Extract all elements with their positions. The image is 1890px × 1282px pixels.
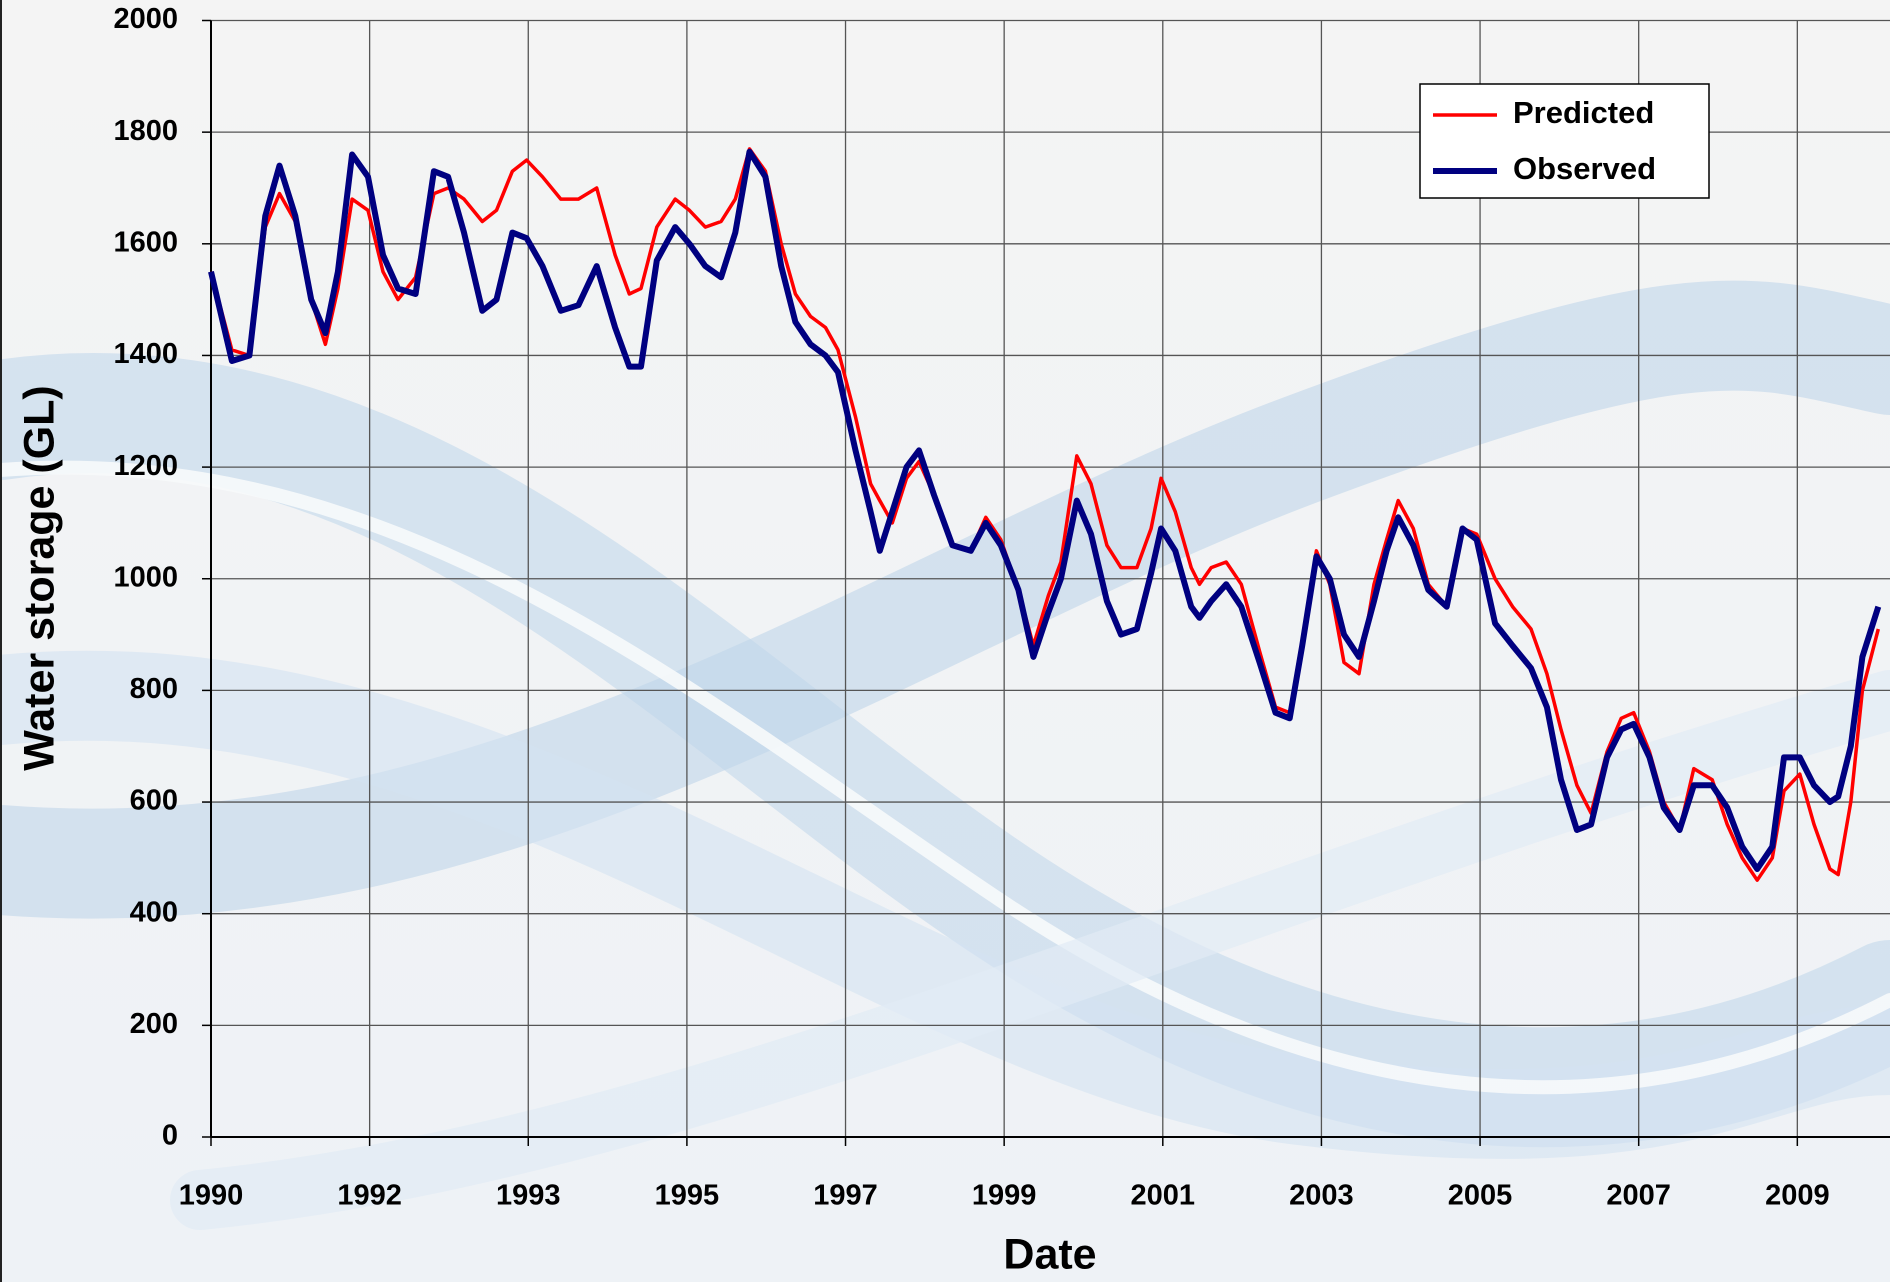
series-line: [209, 147, 1880, 882]
x-tick-label: 2001: [1131, 1180, 1196, 1212]
y-tick-label: 1000: [113, 561, 178, 593]
x-tick-label: 1990: [179, 1180, 244, 1212]
x-tick-label: 1997: [813, 1180, 878, 1212]
legend-label: Predicted: [1513, 95, 1654, 130]
plot-area: 0 200 400 600 800 1000 1200 1400 1600 1800 2000 199…: [113, 3, 1890, 1212]
y-tick-label: 1600: [113, 226, 178, 258]
legend-box: [1419, 83, 1710, 199]
x-tick-label: 2007: [1606, 1180, 1671, 1212]
y-tick-label: 1800: [113, 115, 178, 147]
x-tick-label: 1992: [337, 1180, 402, 1212]
y-tick-label: 600: [130, 785, 178, 817]
y-tick-label: 1400: [113, 338, 178, 370]
y-axis-title: Water storage (GL): [15, 385, 63, 770]
x-tick-label: 2005: [1448, 1180, 1513, 1212]
x-axis-title: Date: [1003, 1230, 1096, 1278]
x-tick-label: 1995: [655, 1180, 720, 1212]
x-tick-label: 1993: [496, 1180, 561, 1212]
y-tick-label: 200: [130, 1008, 178, 1040]
y-tick-label: 2000: [113, 3, 178, 35]
y-tick-label: 400: [130, 896, 178, 928]
wave-decoration: [0, 280, 1890, 1230]
y-tick-label: 800: [130, 673, 178, 705]
x-tick-label: 1999: [972, 1180, 1037, 1212]
x-tick-label: 2009: [1765, 1180, 1830, 1212]
series-line: [208, 148, 1882, 872]
y-tick-label: 0: [162, 1120, 178, 1152]
x-tick-label: 2003: [1289, 1180, 1354, 1212]
legend-label: Observed: [1513, 151, 1656, 186]
y-tick-label: 1200: [113, 450, 178, 482]
